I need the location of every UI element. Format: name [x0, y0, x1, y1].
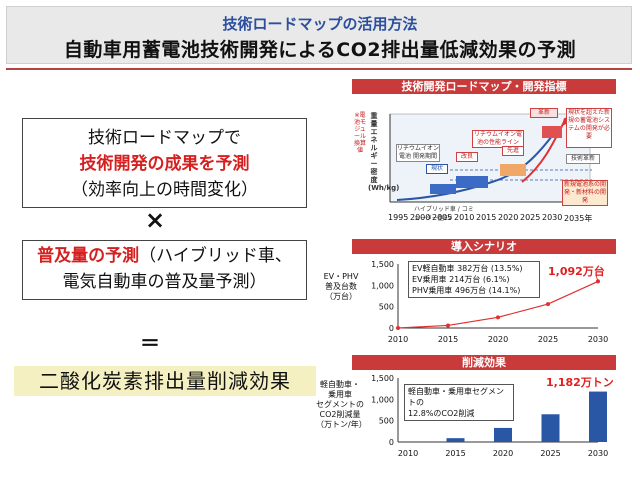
scenario-legend-item: EV軽自動車 382万台 (13.5%) — [412, 264, 523, 273]
callout-current: 現状 — [426, 164, 448, 174]
roadmap-stage-current — [430, 184, 456, 194]
reduction-y-tick: 0 — [389, 438, 394, 447]
reduction-ylabel: 軽自動車・ 乗用車 セグメントの CO2削減量 （万トン/年） — [316, 380, 367, 430]
reduction-legend: 軽自動車・乗用車セグメントの 12.8%のCO2削減 — [404, 384, 514, 421]
scenario-x-tick: 2030 — [588, 335, 608, 344]
callout-new-system: 現状を超えた新規の蓄電池システムの開発が必要 — [566, 108, 612, 148]
roadmap-x-tick: 2015 — [476, 213, 497, 222]
scenario-legend-item: PHV乗用車 496万台 (14.1%) — [412, 286, 521, 295]
roadmap-x-tick: 2025 — [520, 213, 541, 222]
adoption-prediction-box: 普及量の予測（ハイブリッド車、 電気自動車の普及量予測） — [22, 240, 307, 300]
reduction-ylabel-line: 乗用車 — [328, 390, 352, 399]
roadmap-x-tick: 1995 — [388, 213, 409, 222]
reduction-bar — [541, 414, 560, 442]
reduction-bar — [494, 427, 512, 442]
scenario-y-tick: 0 — [389, 324, 394, 333]
reduction-y-tick: 1,000 — [371, 395, 394, 404]
roadmap-x-tick: 2010 — [454, 213, 475, 222]
roadmap-ylabel-top: ※電池モジュール換算値 — [354, 112, 367, 154]
scenario-x-tick: 2015 — [438, 335, 458, 344]
scenario-x-tick: 2010 — [388, 335, 408, 344]
scenario-point — [446, 323, 450, 328]
roadmap-bottom-note: ハイブリッド車 / コミューター型EV — [414, 206, 474, 222]
scenario-ylabel-line: 普及台数 — [325, 282, 357, 291]
reduction-annotation: 1,182万トン — [546, 376, 614, 389]
reduction-x-tick: 2020 — [493, 449, 513, 458]
reduction-ylabel-line: CO2削減量 — [319, 410, 361, 419]
box1-line1: 技術ロードマップで — [88, 128, 241, 148]
result-box: 二酸化炭素排出量削減効果 — [14, 366, 316, 396]
scenario-header: 導入シナリオ — [352, 239, 616, 254]
scenario-y-tick: 500 — [379, 303, 394, 312]
roadmap-stage-innovative — [542, 126, 562, 138]
scenario-point — [496, 315, 500, 320]
roadmap-svg — [389, 113, 592, 203]
scenario-ylabel-line: EV・PHV — [323, 272, 359, 281]
callout-tech-innovation: 技術革新 — [566, 154, 600, 164]
equals-sign: ＝ — [140, 331, 160, 355]
reduction-x-tick: 2015 — [445, 449, 465, 458]
scenario-legend-item: EV乗用車 214万台 (6.1%) — [412, 275, 510, 284]
roadmap-liion-curve — [396, 135, 553, 201]
roadmap-stage-improved — [456, 176, 488, 188]
reduction-x-tick: 2010 — [398, 449, 418, 458]
callout-advanced: 先進 — [502, 146, 524, 156]
page-subtitle: 技術ロードマップの活用方法 — [222, 15, 418, 33]
box1-line2: 技術開発の成果を予測 — [79, 154, 250, 174]
scenario-annotation-pointer — [595, 275, 599, 282]
box1-line3: （効率向上の時間変化） — [71, 180, 258, 200]
callout-innovative: 革新 — [530, 108, 558, 118]
callout-liion-line: リチウムイオン電池の性能ライン — [472, 130, 524, 148]
reduction-y-tick: 1,500 — [371, 374, 394, 383]
scenario-y-tick: 1,000 — [371, 281, 394, 290]
reduction-ylabel-line: セグメントの — [316, 400, 364, 409]
reduction-bar — [446, 438, 465, 442]
reduction-legend-line: 軽自動車・乗用車セグメントの — [408, 387, 504, 407]
roadmap-stage-advanced — [500, 164, 526, 176]
roadmap-x-tick: 2030 — [542, 213, 563, 222]
reduction-y-tick: 500 — [379, 417, 394, 426]
reduction-x-tick: 2025 — [540, 449, 560, 458]
scenario-ylabel-line: （万台） — [325, 292, 357, 301]
scenario-x-tick: 2025 — [538, 335, 558, 344]
roadmap-prediction-box: 技術ロードマップで 技術開発の成果を予測 （効率向上の時間変化） — [22, 118, 307, 208]
multiply-sign: × — [144, 206, 166, 234]
roadmap-x-ticks: 1995 2000 2005 2010 2015 2020 2025 2030 … — [352, 213, 616, 225]
reduction-header: 削減効果 — [352, 355, 616, 370]
roadmap-x-tick: 2020 — [498, 213, 519, 222]
box2-line1-red: 普及量の予測 — [37, 246, 140, 266]
scenario-y-tick: 1,500 — [371, 260, 394, 269]
callout-improved: 改良 — [456, 152, 478, 162]
roadmap-x-tick: 2005 — [432, 213, 453, 222]
roadmap-header: 技術開発ロードマップ・開発指標 — [352, 79, 616, 94]
reduction-chart: 1,500 1,000 500 0 2010 2015 2020 2025 2030 — [371, 374, 608, 458]
reduction-x-tick: 2030 — [588, 449, 608, 458]
roadmap-x-tick: 2035年 — [564, 214, 593, 223]
scenario-annotation: 1,092万台 — [548, 265, 605, 278]
reduction-legend-line: 12.8%のCO2削減 — [408, 409, 475, 418]
reduction-bar — [589, 391, 607, 442]
roadmap-panel: ※電池モジュール換算値 重量エネルギー密度(Wh/kg) リチウムイオン電池の性… — [352, 96, 616, 224]
scenario-chart: 1,500 1,000 500 0 2010 2015 2020 2025 2030 — [371, 260, 608, 344]
title-banner: 技術ロードマップの活用方法 自動車用蓄電池技術開発によるCO2排出量低減効果の予… — [6, 6, 632, 64]
scenario-legend: EV軽自動車 382万台 (13.5%) EV乗用車 214万台 (6.1%) … — [408, 261, 540, 298]
scenario-point — [396, 326, 400, 330]
callout-liion-period: リチウムイオン電池 開発期間 — [396, 144, 440, 162]
scenario-x-tick: 2020 — [488, 335, 508, 344]
scenario-ylabel: EV・PHV 普及台数 （万台） — [318, 272, 364, 302]
page-title: 自動車用蓄電池技術開発によるCO2排出量低減効果の予測 — [63, 39, 577, 61]
divider — [6, 68, 632, 70]
reduction-ylabel-line: 軽自動車・ — [320, 380, 360, 389]
roadmap-ylabel: 重量エネルギー密度(Wh/kg) — [368, 112, 400, 192]
callout-new-materials: 新規電池系の開発・新材料の開発 — [562, 180, 608, 206]
reduction-ylabel-line: （万トン/年） — [316, 420, 367, 429]
roadmap-x-tick: 2000 — [410, 213, 431, 222]
scenario-point — [546, 302, 550, 307]
box2-line1-rest: （ハイブリッド車、 — [139, 246, 292, 266]
box2-line2: 電気自動車の普及量予測） — [62, 272, 267, 292]
